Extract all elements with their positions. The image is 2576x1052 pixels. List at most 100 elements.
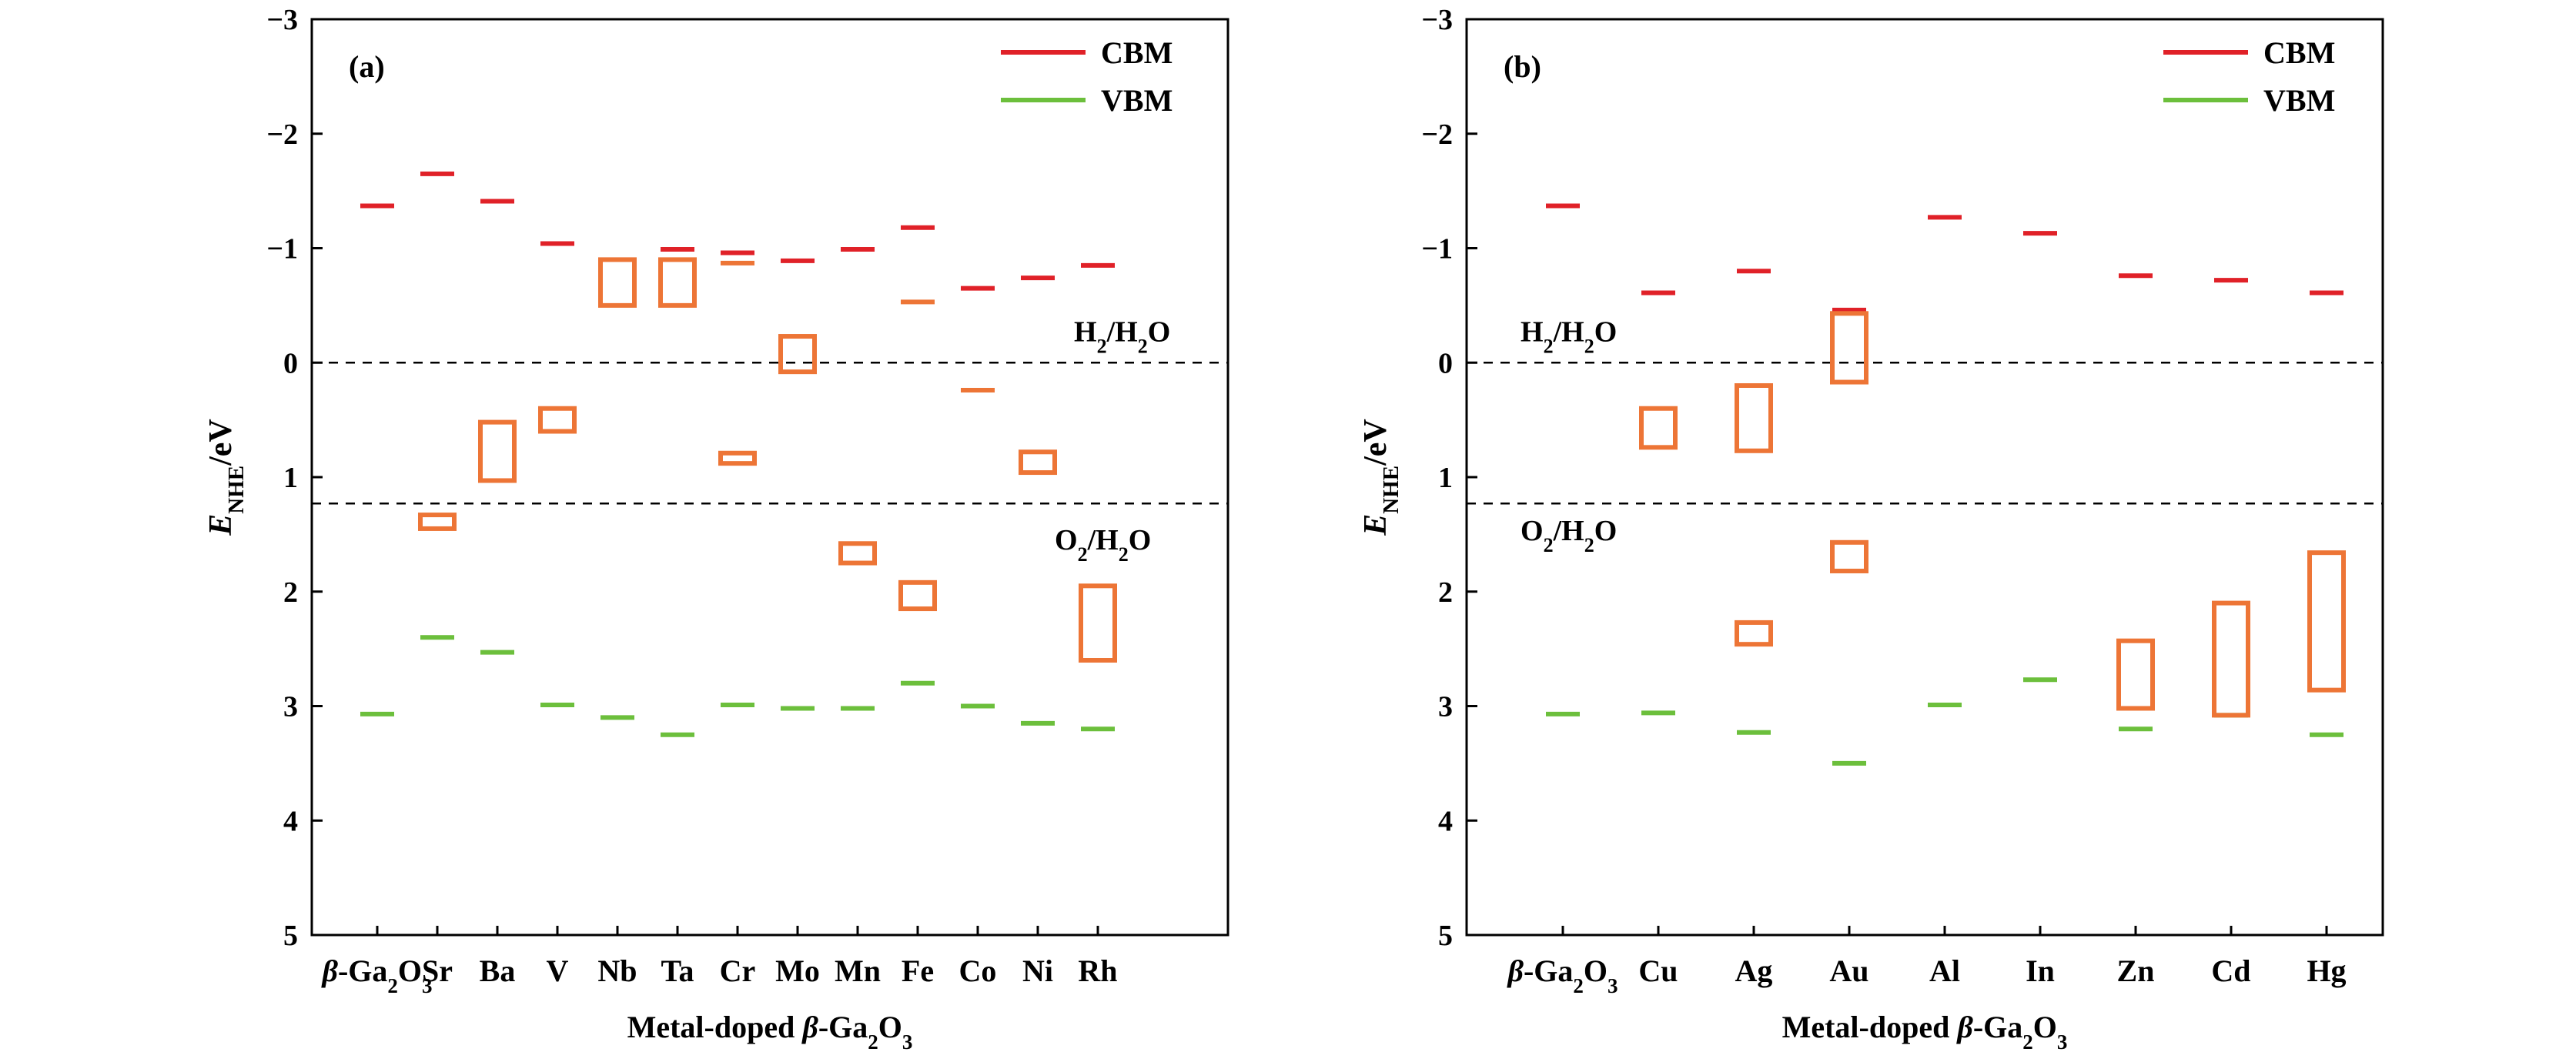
impurity-band-box bbox=[538, 406, 577, 434]
x-axis-label: Metal-doped β-Ga2O3 bbox=[627, 1010, 913, 1052]
x-axis-label-part: 2 bbox=[2022, 1030, 2033, 1052]
category-label-part: Mo bbox=[775, 953, 820, 988]
impurity-band-box bbox=[838, 541, 877, 566]
y-tick-label: 5 bbox=[283, 920, 298, 952]
category-label-part: Cr bbox=[720, 953, 756, 988]
category-label: Rh bbox=[1078, 953, 1117, 988]
category-label: Hg bbox=[2307, 953, 2346, 988]
y-axis-label-part: NHE bbox=[1379, 466, 1403, 514]
x-axis-label-part: O bbox=[2033, 1010, 2057, 1044]
category-label-part: Fe bbox=[902, 953, 934, 988]
reference-line-label-part: H bbox=[1074, 316, 1097, 348]
y-axis-label-part: E bbox=[1358, 514, 1393, 536]
impurity-band-box bbox=[718, 450, 757, 466]
reference-line-label-part: 2 bbox=[1138, 335, 1148, 357]
category-label-part: Sr bbox=[422, 953, 453, 988]
reference-line-label-part: 2 bbox=[1097, 335, 1107, 357]
y-axis-label-part: /eV bbox=[203, 419, 239, 466]
reference-line-label-part: 2 bbox=[1584, 335, 1594, 357]
x-axis-label-part: -Ga bbox=[1973, 1010, 2022, 1044]
category-label: Nb bbox=[597, 953, 637, 988]
category-label-part: Al bbox=[1929, 953, 1960, 988]
legend-label: VBM bbox=[1101, 83, 1173, 118]
impurity-band-box bbox=[898, 579, 937, 612]
category-label: V bbox=[547, 953, 569, 988]
category-label-part: Ni bbox=[1022, 953, 1053, 988]
x-axis-label-part: Metal-doped bbox=[627, 1010, 803, 1044]
category-label: β-Ga2O3 bbox=[320, 953, 432, 997]
y-tick-label: 4 bbox=[283, 805, 298, 837]
category-label-part: V bbox=[547, 953, 569, 988]
category-label-part: β bbox=[320, 953, 338, 988]
category-label-part: Ag bbox=[1735, 953, 1773, 988]
y-tick-label: −3 bbox=[1421, 4, 1453, 36]
category-label-part: 3 bbox=[422, 974, 433, 997]
reference-line-label: H2/H2O bbox=[1521, 316, 1617, 357]
category-label-part: Zn bbox=[2117, 953, 2155, 988]
reference-line-label-part: /H bbox=[1106, 316, 1138, 348]
category-label-part: 2 bbox=[387, 974, 398, 997]
reference-line-label-part: 2 bbox=[1584, 534, 1594, 556]
category-label-part: Ba bbox=[480, 953, 516, 988]
category-label-part: Ta bbox=[661, 953, 694, 988]
reference-line-label-part: /H bbox=[1553, 515, 1584, 547]
legend-label: CBM bbox=[1101, 35, 1173, 70]
category-label-part: In bbox=[2026, 953, 2055, 988]
y-tick-label: 0 bbox=[283, 347, 298, 379]
category-label-part: Nb bbox=[597, 953, 637, 988]
category-label-part: Co bbox=[959, 953, 997, 988]
category-label: Ba bbox=[480, 953, 516, 988]
impurity-band-box bbox=[1830, 311, 1868, 385]
category-label: Ag bbox=[1735, 953, 1773, 988]
y-tick-label: −2 bbox=[1421, 119, 1453, 151]
category-label: Cr bbox=[720, 953, 756, 988]
category-label-part: Au bbox=[1829, 953, 1868, 988]
impurity-band-box bbox=[2212, 600, 2250, 718]
category-label-part: O bbox=[398, 953, 422, 988]
reference-line-label-part: O bbox=[1594, 316, 1618, 348]
plot-frame bbox=[310, 18, 1229, 937]
impurity-band-box bbox=[2116, 638, 2155, 711]
impurity-band-box bbox=[598, 257, 637, 308]
category-label: Zn bbox=[2117, 953, 2155, 988]
impurity-band-box bbox=[778, 334, 817, 375]
reference-line-label-part: 2 bbox=[1544, 335, 1554, 357]
y-tick-label: 3 bbox=[283, 691, 298, 723]
reference-line-label-part: O bbox=[1055, 524, 1078, 556]
y-tick-label: −1 bbox=[1421, 233, 1453, 266]
x-axis-label-part: Metal-doped bbox=[1782, 1010, 1958, 1044]
category-label-part: Hg bbox=[2307, 953, 2346, 988]
impurity-band-box bbox=[1079, 583, 1117, 663]
legend-label: CBM bbox=[2263, 35, 2335, 70]
reference-line-label: O2/H2O bbox=[1521, 515, 1617, 556]
category-label: Mn bbox=[835, 953, 881, 988]
category-label: Cd bbox=[2211, 953, 2250, 988]
legend-label: VBM bbox=[2263, 83, 2335, 118]
y-axis-label-part: NHE bbox=[224, 466, 249, 514]
reference-line-label: O2/H2O bbox=[1055, 524, 1151, 566]
y-tick-label: −3 bbox=[266, 4, 298, 36]
y-tick-label: −1 bbox=[266, 233, 298, 266]
x-axis-label-part: 2 bbox=[868, 1030, 878, 1052]
category-label: Mo bbox=[775, 953, 820, 988]
reference-line-label-part: O bbox=[1594, 515, 1618, 547]
y-axis-label: ENHE/eV bbox=[203, 419, 249, 536]
y-tick-label: 2 bbox=[283, 576, 298, 609]
category-label-part: Rh bbox=[1078, 953, 1117, 988]
category-label-part: O bbox=[1584, 953, 1607, 988]
category-label: Ta bbox=[661, 953, 694, 988]
reference-line-label-part: /H bbox=[1553, 316, 1584, 348]
panel-label: (b) bbox=[1504, 49, 1541, 84]
category-label: In bbox=[2026, 953, 2055, 988]
category-label-part: β bbox=[1506, 953, 1524, 988]
y-tick-label: −2 bbox=[266, 119, 298, 151]
reference-line-label-part: O bbox=[1129, 524, 1152, 556]
y-tick-label: 1 bbox=[283, 462, 298, 494]
y-axis-label-part: /eV bbox=[1358, 419, 1393, 466]
category-label-part: -Ga bbox=[1524, 953, 1573, 988]
category-label-part: Cd bbox=[2211, 953, 2250, 988]
x-axis-label: Metal-doped β-Ga2O3 bbox=[1782, 1010, 2068, 1052]
y-tick-label: 0 bbox=[1438, 347, 1453, 379]
reference-line-label-part: O bbox=[1521, 515, 1544, 547]
